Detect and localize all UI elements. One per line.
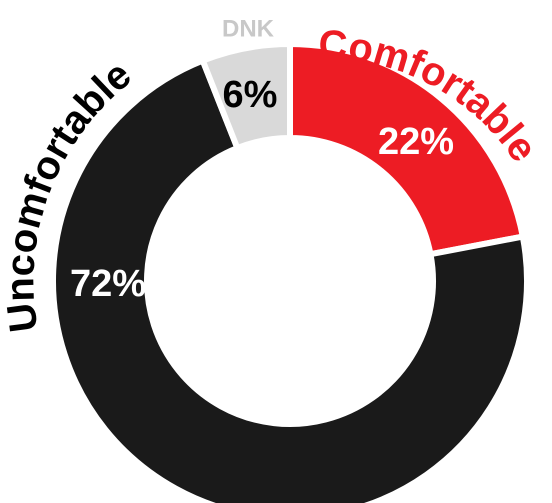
value-label-dnk: 6%: [223, 74, 278, 116]
slice-comfortable: [287, 40, 527, 258]
value-label-uncomfortable: 72%: [70, 263, 146, 305]
slice-uncomfortable: [50, 56, 530, 503]
value-label-comfortable: 22%: [378, 121, 454, 163]
slice-dnk: [198, 40, 293, 152]
donut-slices: [50, 40, 530, 503]
category-label-dnk: DNK: [222, 15, 275, 42]
